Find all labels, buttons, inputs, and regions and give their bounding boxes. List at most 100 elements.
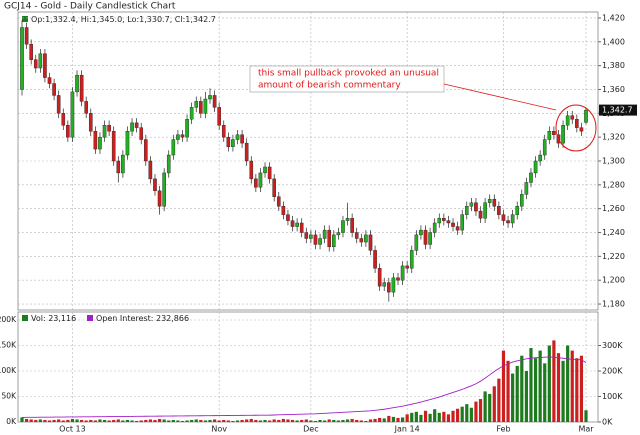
annotation-box <box>249 65 445 93</box>
volume-bar <box>102 419 107 422</box>
volume-bar <box>323 420 327 422</box>
volume-bar <box>547 345 551 422</box>
candle-body <box>221 125 226 138</box>
volume-bar <box>144 419 148 422</box>
candle-body <box>455 226 460 231</box>
volume-bar <box>391 416 396 422</box>
candle-body <box>134 122 139 128</box>
volume-bar <box>157 418 162 422</box>
candle-body <box>396 277 400 281</box>
y-tick-label: 0K <box>6 417 17 426</box>
candle-body <box>290 220 295 227</box>
volume-bar <box>235 420 240 422</box>
candle-body <box>208 95 212 100</box>
volume-bar <box>364 420 368 422</box>
candle-body <box>437 218 442 224</box>
candle-body <box>382 282 387 287</box>
annotation-line: amount of bearish commentary <box>258 81 401 91</box>
candle-body <box>529 172 533 183</box>
volume-bar <box>456 408 460 422</box>
volume-bar <box>112 419 116 422</box>
volume-bar <box>61 420 65 422</box>
candle-body <box>254 178 258 188</box>
legend-entry: Open Interest: 232,866 <box>96 314 189 323</box>
y-tick-label: 150K <box>0 341 17 350</box>
volume-bar <box>24 418 29 422</box>
candle-body <box>501 214 506 221</box>
volume-bar <box>410 412 414 422</box>
candle-body <box>318 238 322 245</box>
candle-body <box>185 119 189 138</box>
candle-body <box>75 74 79 93</box>
volume-bar <box>29 419 33 422</box>
candle-body <box>478 210 483 219</box>
volume-bar <box>203 420 208 422</box>
volume-bar <box>47 420 52 422</box>
volume-bar <box>309 420 313 422</box>
candle-body <box>102 125 107 138</box>
volume-bar <box>492 386 496 422</box>
volume-bar <box>478 399 483 422</box>
candle-body <box>29 43 33 60</box>
volume-bar <box>286 419 290 422</box>
volume-bar <box>515 365 519 422</box>
volume-bar <box>57 419 61 422</box>
volume-bar <box>295 420 299 422</box>
y-tick-label: 1,420 <box>602 13 625 22</box>
candle-body <box>249 160 254 180</box>
last-price-tag <box>599 104 637 116</box>
volume-bar <box>400 417 405 422</box>
volume-bar <box>38 419 42 422</box>
volume-bar <box>185 420 189 422</box>
volume-bar <box>148 419 152 422</box>
candle-body <box>43 53 47 78</box>
volume-bar <box>543 363 547 422</box>
candle-body <box>47 77 52 84</box>
annotation-circle <box>555 104 597 152</box>
candle-body <box>377 268 382 287</box>
candle-body <box>272 178 276 197</box>
candle-body <box>570 115 575 120</box>
candle-body <box>515 206 520 215</box>
candle-body <box>70 91 75 138</box>
volume-bar <box>419 414 423 422</box>
candle-body <box>148 160 153 180</box>
candle-body <box>584 109 588 123</box>
candle-body <box>542 139 547 156</box>
volume-bar <box>318 419 322 422</box>
last-price-label: 1,342.7 <box>602 106 633 115</box>
volume-bar <box>231 420 235 422</box>
candle-body <box>561 125 565 144</box>
annotation-arrow <box>443 83 557 111</box>
candle-body <box>56 95 61 114</box>
candle-body <box>79 74 84 102</box>
candle-body <box>469 202 474 207</box>
candle-body <box>84 101 88 114</box>
volume-bar <box>20 417 24 422</box>
volume-bar <box>368 419 373 422</box>
volume-bar <box>268 420 272 422</box>
y-tick-label: 100K <box>0 366 17 375</box>
volume-bar <box>121 420 125 422</box>
volume-bar <box>281 418 285 422</box>
y-tick-label: 1,300 <box>602 157 625 166</box>
volume-bar <box>465 404 469 422</box>
volume-bar <box>258 420 263 422</box>
volume-bar <box>180 420 185 422</box>
candle-body <box>153 178 157 192</box>
volume-bar <box>524 371 528 422</box>
candle-body <box>240 134 244 144</box>
volume-bar <box>414 411 418 422</box>
candle-body <box>231 139 235 147</box>
candle-body <box>309 234 313 239</box>
volume-bar <box>304 419 308 422</box>
candle-body <box>432 222 437 233</box>
candle-body <box>524 182 529 195</box>
candle-body <box>171 139 176 156</box>
volume-bar <box>533 358 538 422</box>
candle-body <box>176 134 180 140</box>
ohlc-info: Op:1,332.4, Hi:1,345.0, Lo:1,330.7, Cl:1… <box>31 15 216 24</box>
volume-bar <box>171 419 175 422</box>
volume-bar <box>570 350 574 422</box>
